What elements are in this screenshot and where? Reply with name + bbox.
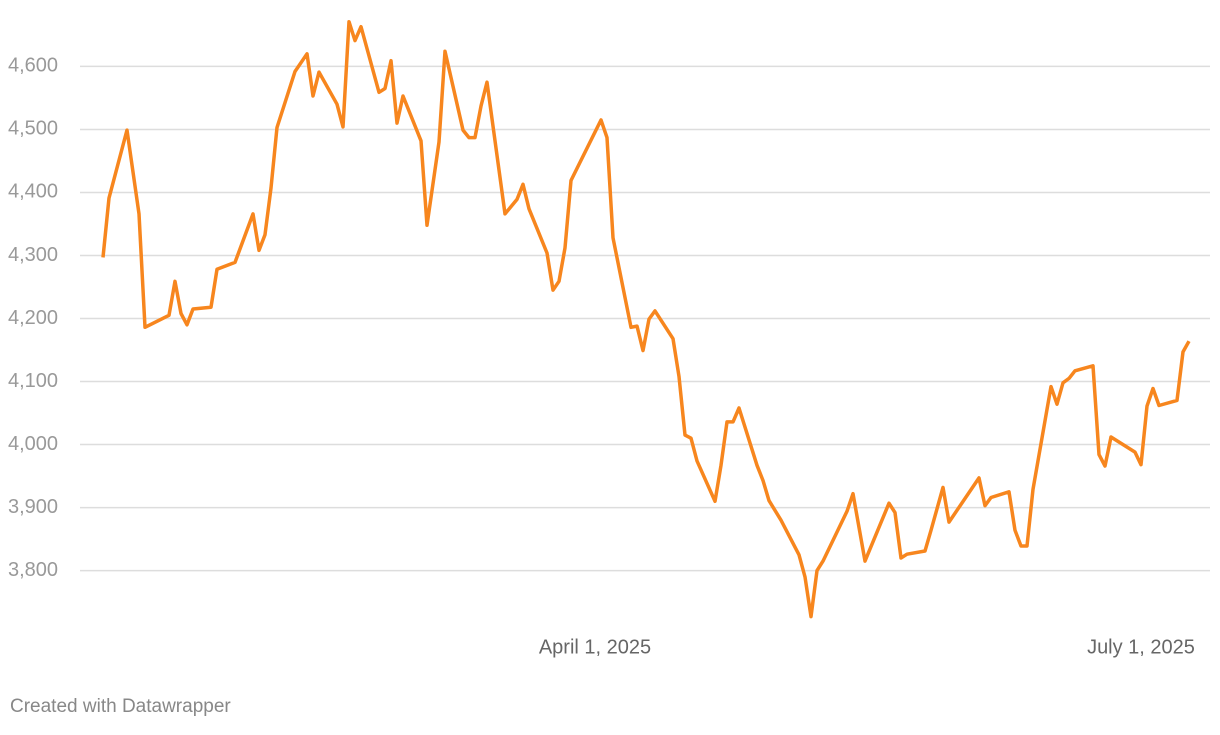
y-tick-label: 4,500: [8, 118, 58, 140]
y-tick-label: 3,800: [8, 559, 58, 581]
y-tick-label: 3,900: [8, 496, 58, 518]
footer: Created with Datawrapper: [10, 696, 231, 717]
line: [101, 19, 1191, 619]
grid: 3,800 3,900 4,000 4,100 4,200 4,300 4,400 4,500…: [8, 55, 1210, 658]
y-tick-label: 4,100: [8, 370, 58, 392]
y-tick-label: 4,200: [8, 307, 58, 329]
plot: [101, 19, 1191, 619]
y-tick-label: 4,400: [8, 181, 58, 203]
y-tick-label: 4,000: [8, 433, 58, 455]
y-tick-label: 4,300: [8, 244, 58, 266]
y-tick-label: 4,600: [8, 55, 58, 77]
x-tick-label: July 1, 2025: [1087, 636, 1195, 658]
x-tick-label: April 1, 2025: [539, 636, 651, 658]
